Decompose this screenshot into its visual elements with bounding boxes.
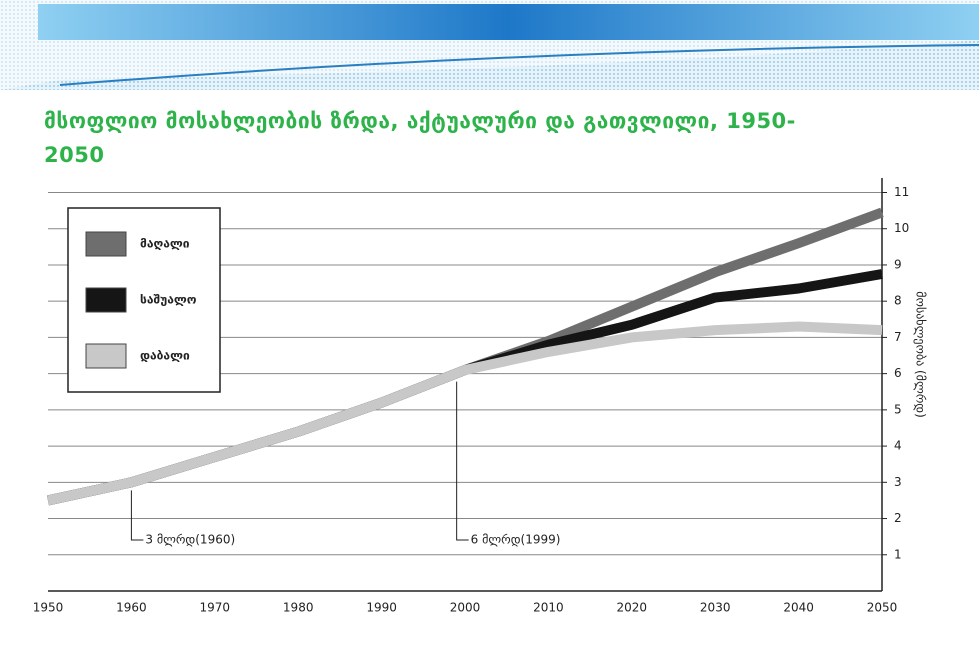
y-tick-label: 8 <box>894 294 902 308</box>
series-line <box>46 321 883 506</box>
y-tick-label: 4 <box>894 439 902 453</box>
x-tick-label: 2040 <box>783 601 814 615</box>
annotation-leader <box>130 490 144 541</box>
y-tick-label: 1 <box>894 547 902 561</box>
x-tick-label: 1990 <box>366 601 397 615</box>
y-tick-label: 9 <box>894 257 902 271</box>
x-tick-label: 1980 <box>283 601 314 615</box>
legend-label: დაბალი <box>140 349 190 363</box>
y-tick-label: 5 <box>894 402 902 416</box>
legend-label: მაღალი <box>140 237 190 251</box>
annotation-leader <box>456 381 469 541</box>
annotation: 6 მლრდ(1999) <box>471 533 561 547</box>
y-tick-label: 6 <box>894 366 902 380</box>
x-tick-label: 2010 <box>533 601 564 615</box>
y-tick-label: 2 <box>894 511 902 525</box>
y-tick-label: 7 <box>894 330 902 344</box>
chart-title: მსოფლიო მოსახლეობის ზრდა, აქტუალური და გ… <box>44 109 796 167</box>
legend: მაღალი საშუალო დაბალი <box>67 207 221 393</box>
annotation: 3 მლრდ(1960) <box>145 533 235 547</box>
y-tick-label: 10 <box>894 221 909 235</box>
x-tick-label: 2050 <box>867 601 898 615</box>
legend-swatch <box>85 287 127 313</box>
legend-swatch <box>85 343 127 369</box>
x-tick-label: 2000 <box>450 601 481 615</box>
legend-label: საშუალო <box>140 293 197 307</box>
legend-swatch <box>85 231 127 257</box>
x-tick-label: 1950 <box>33 601 64 615</box>
x-tick-label: 2020 <box>617 601 648 615</box>
y-axis-label: მოსახლეობა (მლრდ) <box>914 291 928 418</box>
x-tick-label: 1970 <box>200 601 231 615</box>
x-tick-label: 1960 <box>116 601 147 615</box>
y-tick-label: 3 <box>894 475 902 489</box>
y-tick-label: 11 <box>894 185 909 199</box>
x-tick-label: 2030 <box>700 601 731 615</box>
